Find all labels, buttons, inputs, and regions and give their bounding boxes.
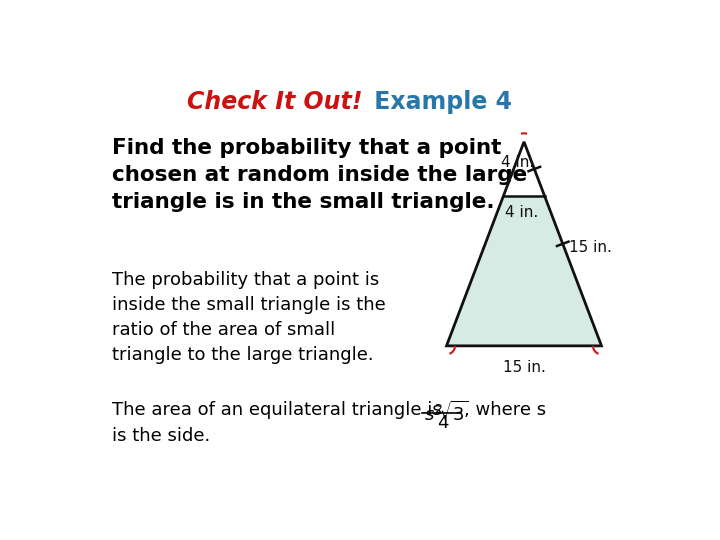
Text: 4 in.: 4 in.: [500, 155, 534, 170]
Text: The probability that a point is
inside the small triangle is the
ratio of the ar: The probability that a point is inside t…: [112, 271, 385, 364]
Text: $s^2\!\sqrt{3}$: $s^2\!\sqrt{3}$: [424, 401, 468, 424]
Text: 15 in.: 15 in.: [503, 360, 546, 375]
Polygon shape: [446, 142, 601, 346]
Polygon shape: [446, 196, 601, 346]
Text: Find the probability that a point
chosen at random inside the large
triangle is : Find the probability that a point chosen…: [112, 138, 527, 212]
Text: 4: 4: [437, 414, 449, 433]
Text: 4 in.: 4 in.: [505, 205, 539, 220]
Text: The area of an equilateral triangle is: The area of an equilateral triangle is: [112, 401, 441, 419]
Text: 15 in.: 15 in.: [569, 240, 612, 255]
Text: Example 4: Example 4: [366, 90, 512, 114]
Text: Check It Out!: Check It Out!: [187, 90, 363, 114]
Text: , where s: , where s: [464, 401, 546, 418]
Text: is the side.: is the side.: [112, 427, 210, 445]
